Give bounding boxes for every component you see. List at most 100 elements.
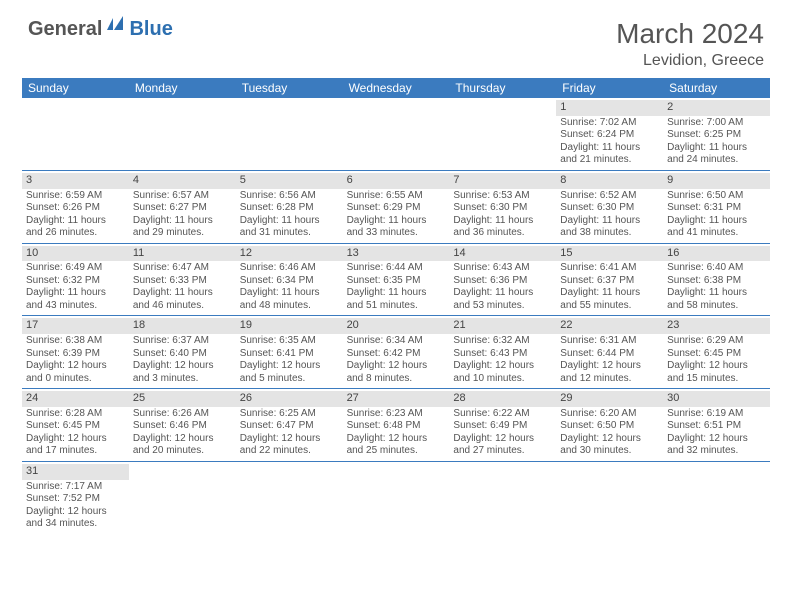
logo: General Blue: [28, 18, 173, 41]
daylight-line: Daylight: 11 hours and 48 minutes.: [240, 287, 339, 312]
sunrise-line: Sunrise: 6:29 AM: [667, 335, 766, 348]
day-cell: 5Sunrise: 6:56 AMSunset: 6:28 PMDaylight…: [236, 171, 343, 243]
title-block: March 2024 Levidion, Greece: [616, 18, 764, 70]
sunrise-line: Sunrise: 6:23 AM: [347, 408, 446, 421]
sunrise-line: Sunrise: 6:41 AM: [560, 262, 659, 275]
day-cell: 3Sunrise: 6:59 AMSunset: 6:26 PMDaylight…: [22, 171, 129, 243]
logo-text-general: General: [28, 18, 102, 41]
daylight-line: Daylight: 11 hours and 38 minutes.: [560, 215, 659, 240]
sunrise-line: Sunrise: 7:00 AM: [667, 117, 766, 130]
sunrise-line: Sunrise: 6:37 AM: [133, 335, 232, 348]
empty-day-cell: [129, 462, 236, 534]
empty-day-cell: [236, 98, 343, 170]
weekday-header: Tuesday: [236, 78, 343, 98]
sunrise-line: Sunrise: 6:59 AM: [26, 190, 125, 203]
sunset-line: Sunset: 6:47 PM: [240, 420, 339, 433]
sunrise-line: Sunrise: 6:35 AM: [240, 335, 339, 348]
sunrise-line: Sunrise: 6:50 AM: [667, 190, 766, 203]
daylight-line: Daylight: 12 hours and 0 minutes.: [26, 360, 125, 385]
empty-day-cell: [343, 462, 450, 534]
weekday-header: Thursday: [449, 78, 556, 98]
sunrise-line: Sunrise: 6:22 AM: [453, 408, 552, 421]
month-title: March 2024: [616, 18, 764, 50]
sunrise-line: Sunrise: 6:32 AM: [453, 335, 552, 348]
daylight-line: Daylight: 12 hours and 8 minutes.: [347, 360, 446, 385]
sunset-line: Sunset: 6:39 PM: [26, 348, 125, 361]
day-number: 11: [129, 246, 236, 262]
sunset-line: Sunset: 6:32 PM: [26, 275, 125, 288]
sunset-line: Sunset: 6:51 PM: [667, 420, 766, 433]
daylight-line: Daylight: 12 hours and 12 minutes.: [560, 360, 659, 385]
day-cell: 30Sunrise: 6:19 AMSunset: 6:51 PMDayligh…: [663, 389, 770, 461]
day-cell: 18Sunrise: 6:37 AMSunset: 6:40 PMDayligh…: [129, 316, 236, 388]
daylight-line: Daylight: 11 hours and 53 minutes.: [453, 287, 552, 312]
day-number: 9: [663, 173, 770, 189]
day-cell: 9Sunrise: 6:50 AMSunset: 6:31 PMDaylight…: [663, 171, 770, 243]
sunrise-line: Sunrise: 7:02 AM: [560, 117, 659, 130]
sunset-line: Sunset: 6:33 PM: [133, 275, 232, 288]
daylight-line: Daylight: 11 hours and 21 minutes.: [560, 142, 659, 167]
weekday-header: Saturday: [663, 78, 770, 98]
day-number: 29: [556, 391, 663, 407]
sunset-line: Sunset: 6:38 PM: [667, 275, 766, 288]
sunset-line: Sunset: 6:30 PM: [453, 202, 552, 215]
daylight-line: Daylight: 12 hours and 22 minutes.: [240, 433, 339, 458]
week-row: 17Sunrise: 6:38 AMSunset: 6:39 PMDayligh…: [22, 316, 770, 389]
sunrise-line: Sunrise: 7:17 AM: [26, 481, 125, 494]
daylight-line: Daylight: 12 hours and 10 minutes.: [453, 360, 552, 385]
sunset-line: Sunset: 6:42 PM: [347, 348, 446, 361]
day-cell: 28Sunrise: 6:22 AMSunset: 6:49 PMDayligh…: [449, 389, 556, 461]
day-cell: 19Sunrise: 6:35 AMSunset: 6:41 PMDayligh…: [236, 316, 343, 388]
empty-day-cell: [129, 98, 236, 170]
daylight-line: Daylight: 12 hours and 32 minutes.: [667, 433, 766, 458]
day-number: 15: [556, 246, 663, 262]
empty-day-cell: [343, 98, 450, 170]
logo-text-blue: Blue: [129, 18, 172, 41]
day-number: 16: [663, 246, 770, 262]
day-cell: 11Sunrise: 6:47 AMSunset: 6:33 PMDayligh…: [129, 244, 236, 316]
day-number: 4: [129, 173, 236, 189]
sunrise-line: Sunrise: 6:49 AM: [26, 262, 125, 275]
daylight-line: Daylight: 11 hours and 33 minutes.: [347, 215, 446, 240]
day-cell: 12Sunrise: 6:46 AMSunset: 6:34 PMDayligh…: [236, 244, 343, 316]
sunrise-line: Sunrise: 6:53 AM: [453, 190, 552, 203]
day-cell: 1Sunrise: 7:02 AMSunset: 6:24 PMDaylight…: [556, 98, 663, 170]
day-number: 14: [449, 246, 556, 262]
sunrise-line: Sunrise: 6:44 AM: [347, 262, 446, 275]
week-row: 3Sunrise: 6:59 AMSunset: 6:26 PMDaylight…: [22, 171, 770, 244]
day-number: 12: [236, 246, 343, 262]
sunset-line: Sunset: 6:41 PM: [240, 348, 339, 361]
page-header: General Blue March 2024 Levidion, Greece: [0, 0, 792, 78]
daylight-line: Daylight: 11 hours and 43 minutes.: [26, 287, 125, 312]
day-number: 7: [449, 173, 556, 189]
location-label: Levidion, Greece: [616, 52, 764, 70]
daylight-line: Daylight: 11 hours and 36 minutes.: [453, 215, 552, 240]
day-number: 31: [22, 464, 129, 480]
sunset-line: Sunset: 6:44 PM: [560, 348, 659, 361]
sunrise-line: Sunrise: 6:46 AM: [240, 262, 339, 275]
daylight-line: Daylight: 12 hours and 34 minutes.: [26, 506, 125, 531]
empty-day-cell: [449, 98, 556, 170]
sunset-line: Sunset: 6:48 PM: [347, 420, 446, 433]
day-number: 1: [556, 100, 663, 116]
daylight-line: Daylight: 11 hours and 55 minutes.: [560, 287, 659, 312]
daylight-line: Daylight: 11 hours and 58 minutes.: [667, 287, 766, 312]
daylight-line: Daylight: 11 hours and 26 minutes.: [26, 215, 125, 240]
sunrise-line: Sunrise: 6:57 AM: [133, 190, 232, 203]
sunrise-line: Sunrise: 6:34 AM: [347, 335, 446, 348]
day-number: 17: [22, 318, 129, 334]
weekday-header: Friday: [556, 78, 663, 98]
day-cell: 10Sunrise: 6:49 AMSunset: 6:32 PMDayligh…: [22, 244, 129, 316]
weekday-header: Wednesday: [343, 78, 450, 98]
daylight-line: Daylight: 12 hours and 30 minutes.: [560, 433, 659, 458]
sunrise-line: Sunrise: 6:28 AM: [26, 408, 125, 421]
day-cell: 22Sunrise: 6:31 AMSunset: 6:44 PMDayligh…: [556, 316, 663, 388]
sunset-line: Sunset: 6:25 PM: [667, 129, 766, 142]
day-number: 28: [449, 391, 556, 407]
daylight-line: Daylight: 11 hours and 24 minutes.: [667, 142, 766, 167]
sunset-line: Sunset: 6:46 PM: [133, 420, 232, 433]
daylight-line: Daylight: 11 hours and 51 minutes.: [347, 287, 446, 312]
day-cell: 23Sunrise: 6:29 AMSunset: 6:45 PMDayligh…: [663, 316, 770, 388]
sunset-line: Sunset: 6:31 PM: [667, 202, 766, 215]
weekday-header-row: SundayMondayTuesdayWednesdayThursdayFrid…: [22, 78, 770, 98]
